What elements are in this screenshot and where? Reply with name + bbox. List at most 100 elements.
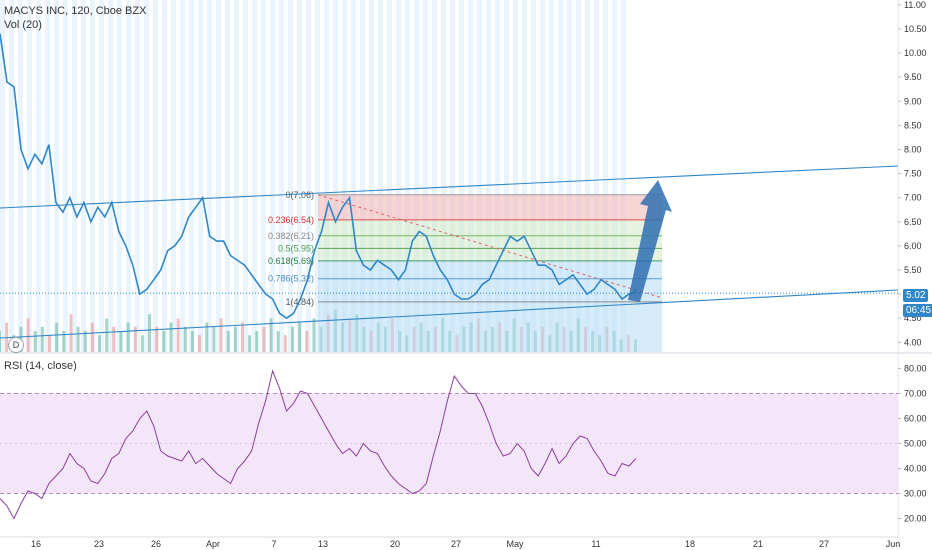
session-stripe xyxy=(423,0,428,352)
price-tick-label: 9.50 xyxy=(904,72,922,82)
price-tick-label: 6.50 xyxy=(904,217,922,227)
volume-bar xyxy=(148,314,152,352)
x-tick-label: 11 xyxy=(591,539,600,549)
session-stripe xyxy=(153,0,158,352)
session-stripe xyxy=(369,0,374,352)
volume-bar xyxy=(112,326,116,352)
x-tick-label: 23 xyxy=(94,539,104,549)
volume-bar xyxy=(262,326,266,352)
session-stripe xyxy=(135,0,140,352)
price-tick-label: 7.50 xyxy=(904,169,922,179)
x-tick-label: 21 xyxy=(753,539,763,549)
session-stripe xyxy=(351,0,356,352)
volume-bar xyxy=(55,322,59,352)
symbol-header: MACYS INC, 120, Cboe BZX xyxy=(4,5,147,17)
session-stripe xyxy=(585,0,590,352)
session-stripe xyxy=(18,0,23,352)
session-stripe xyxy=(117,0,122,352)
rsi-tick-label: 70.00 xyxy=(904,389,927,399)
session-stripe xyxy=(360,0,365,352)
session-stripe xyxy=(333,0,338,352)
price-tick-label: 10.00 xyxy=(904,48,927,58)
session-stripe xyxy=(621,0,626,352)
fib-level-label: 0.236(6.54) xyxy=(268,215,314,225)
session-stripe xyxy=(108,0,113,352)
session-stripe xyxy=(9,0,14,352)
volume-bar xyxy=(90,322,94,352)
session-stripe xyxy=(72,0,77,352)
volume-bar xyxy=(162,331,166,352)
volume-bar xyxy=(240,322,244,352)
volume-bar xyxy=(155,326,159,352)
session-stripe xyxy=(45,0,50,352)
session-stripe xyxy=(342,0,347,352)
x-tick-label: 7 xyxy=(271,539,276,549)
price-tick-label: 8.00 xyxy=(904,144,922,154)
session-stripe xyxy=(225,0,230,352)
session-stripe xyxy=(387,0,392,352)
volume-bar xyxy=(226,331,230,352)
volume-bar xyxy=(140,335,144,352)
rsi-tick-label: 80.00 xyxy=(904,364,927,374)
fib-zone xyxy=(318,219,662,236)
session-stripe xyxy=(459,0,464,352)
session-stripe xyxy=(279,0,284,352)
session-stripe xyxy=(486,0,491,352)
session-stripe xyxy=(603,0,608,352)
session-stripe xyxy=(576,0,581,352)
rsi-tick-label: 30.00 xyxy=(904,489,927,499)
rsi-tick-label: 60.00 xyxy=(904,414,927,424)
session-stripe xyxy=(513,0,518,352)
volume-bar xyxy=(69,314,73,352)
tradingview-logo-icon[interactable]: D xyxy=(8,337,24,353)
session-stripe xyxy=(522,0,527,352)
volume-bar xyxy=(98,335,102,352)
rsi-indicator-label: RSI (14, close) xyxy=(4,360,77,372)
session-stripe xyxy=(306,0,311,352)
session-stripe xyxy=(99,0,104,352)
session-stripe xyxy=(612,0,617,352)
price-tick-label: 9.00 xyxy=(904,96,922,106)
volume-bar xyxy=(305,331,309,352)
rsi-band xyxy=(0,393,898,494)
session-stripe xyxy=(378,0,383,352)
x-tick-label: May xyxy=(506,539,524,549)
session-stripe xyxy=(252,0,257,352)
upper-channel-line xyxy=(0,165,899,209)
fib-level-label: 0.618(5.69) xyxy=(268,256,314,266)
x-tick-label: 13 xyxy=(318,539,328,549)
session-stripe xyxy=(180,0,185,352)
volume-bar xyxy=(48,335,52,352)
up-arrow-annotation xyxy=(628,180,672,302)
session-stripe xyxy=(216,0,221,352)
fib-zone-base xyxy=(318,301,662,352)
volume-bar xyxy=(119,331,123,352)
volume-indicator-label: Vol (20) xyxy=(4,19,42,31)
rsi-tick-label: 20.00 xyxy=(904,514,927,524)
price-tick-label: 7.00 xyxy=(904,193,922,203)
x-tick-label: 26 xyxy=(151,539,161,549)
session-stripe xyxy=(81,0,86,352)
session-stripe xyxy=(261,0,266,352)
session-stripe xyxy=(27,0,32,352)
rsi-tick-label: 40.00 xyxy=(904,464,927,474)
volume-bar xyxy=(298,322,302,352)
fib-zone xyxy=(318,248,662,261)
volume-bar xyxy=(283,335,287,352)
up-arrow-shape xyxy=(628,180,672,302)
volume-bar xyxy=(198,335,202,352)
x-tick-label: Apr xyxy=(206,539,220,549)
price-tick-label: 11.00 xyxy=(904,0,926,10)
volume-bar xyxy=(126,322,130,352)
countdown-badge: 06:45 xyxy=(903,304,932,317)
session-stripe xyxy=(531,0,536,352)
volume-bar xyxy=(40,326,44,352)
fib-level-label: 0.5(5.95) xyxy=(278,243,314,253)
volume-bar xyxy=(219,318,223,352)
volume-bar xyxy=(276,331,280,352)
session-stripe xyxy=(126,0,131,352)
session-stripe xyxy=(270,0,275,352)
session-stripe xyxy=(432,0,437,352)
volume-bar xyxy=(26,318,30,352)
